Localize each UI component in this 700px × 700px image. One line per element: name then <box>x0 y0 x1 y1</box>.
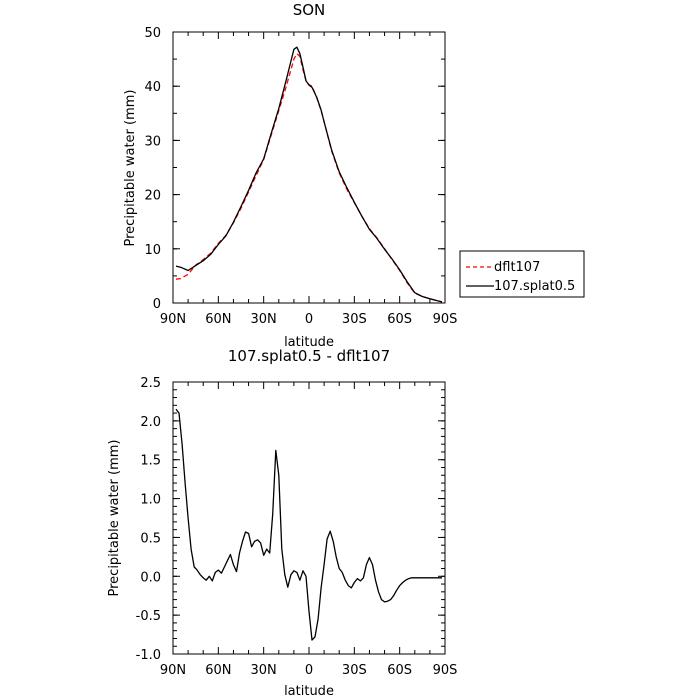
x-tick-label: 30N <box>251 312 277 327</box>
y-tick-label: 1.0 <box>140 493 161 508</box>
x-tick-label: 60N <box>205 663 231 678</box>
x-axis-label: latitude <box>284 335 334 350</box>
chart-difference: 107.splat0.5 - dflt107 90N 60N 30N 0 30S 60S 9… <box>107 347 457 699</box>
plot-frame <box>172 31 446 304</box>
legend-box <box>459 250 585 298</box>
legend: dflt107 107.splat0.5 <box>459 250 585 298</box>
x-tick-label: 90N <box>160 312 186 327</box>
y-tick-label: -1.0 <box>136 648 161 663</box>
series-line-difference <box>175 408 442 641</box>
y-tick-label: 0.0 <box>140 570 161 585</box>
x-tick-label: 0 <box>305 312 313 327</box>
x-tick-label: 60N <box>205 312 231 327</box>
x-axis-label: latitude <box>284 684 334 699</box>
y-tick-label: 2.5 <box>140 376 161 391</box>
chart-title: SON <box>293 1 326 19</box>
x-tick-label: 60S <box>387 663 412 678</box>
x-tick-label: 60S <box>387 312 412 327</box>
legend-label-splat: 107.splat0.5 <box>494 279 575 294</box>
y-tick-label: -0.5 <box>136 609 161 624</box>
y-tick-label: 30 <box>144 134 161 149</box>
y-axis-label: Precipitable water (mm) <box>123 90 138 247</box>
series-line-107-splat0-5 <box>175 46 443 303</box>
x-tick-label: 90S <box>433 663 458 678</box>
y-tick-label: 20 <box>144 189 161 204</box>
y-axis-label: Precipitable water (mm) <box>107 440 122 597</box>
series-line-dflt107 <box>175 53 443 303</box>
x-tick-label: 30S <box>342 312 367 327</box>
x-tick-label: 90S <box>433 312 458 327</box>
x-tick-label: 90N <box>160 663 186 678</box>
y-tick-label: 10 <box>144 243 161 258</box>
legend-label-dflt107: dflt107 <box>494 260 540 275</box>
y-tick-label: 0 <box>153 297 161 312</box>
y-tick-label: 40 <box>144 80 161 95</box>
y-tick-label: 1.5 <box>140 454 161 469</box>
y-tick-label: 0.5 <box>140 531 161 546</box>
chart-son: SON 90N 60N 30N 0 30S 60S 90S 0 10 20 30 40 50 latit… <box>123 1 585 350</box>
y-tick-label: 2.0 <box>140 415 161 430</box>
x-tick-label: 30S <box>342 663 367 678</box>
chart-title: 107.splat0.5 - dflt107 <box>228 347 390 365</box>
x-tick-label: 0 <box>305 663 313 678</box>
x-tick-label: 30N <box>251 663 277 678</box>
y-tick-label: 50 <box>144 26 161 41</box>
